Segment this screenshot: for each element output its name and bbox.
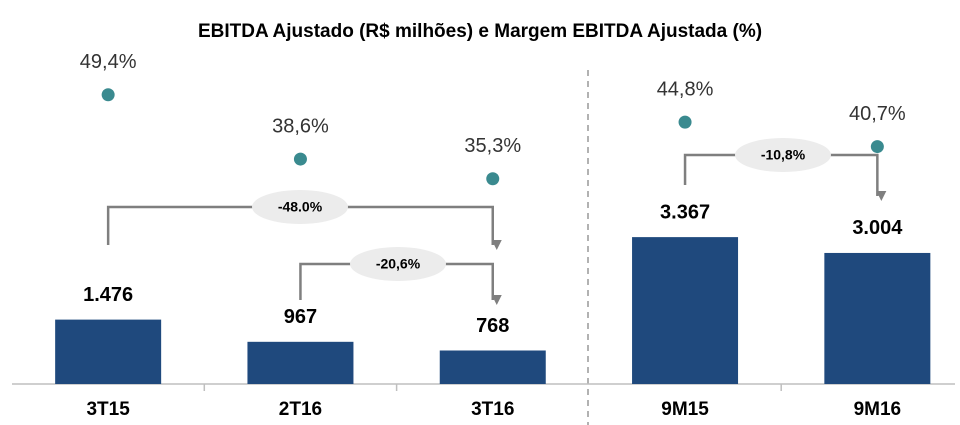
x-tick-label: 9M16 — [854, 399, 902, 420]
annotation-bubble — [735, 138, 831, 172]
bar — [824, 252, 931, 384]
margin-label: 38,6% — [272, 115, 329, 137]
value-label: 768 — [476, 315, 509, 337]
x-tick-label: 9M15 — [661, 399, 709, 420]
value-label: 1.476 — [83, 284, 133, 306]
x-tick-label: 3T15 — [86, 399, 130, 420]
annotation: -20,6% — [376, 256, 421, 272]
bar — [247, 341, 354, 384]
annotation-bubble — [350, 247, 446, 281]
margin-dot — [486, 172, 500, 186]
value-label: 3.004 — [852, 217, 903, 239]
margin-dot — [870, 140, 884, 154]
margin-dot — [101, 88, 115, 102]
x-tick-label: 2T16 — [279, 399, 322, 420]
value-label: 3.367 — [660, 201, 710, 223]
margin-label: 49,4% — [80, 51, 137, 73]
bar — [632, 237, 739, 384]
annotation: -48.0% — [278, 199, 323, 215]
margin-dot — [293, 152, 307, 166]
annotation-bubble — [252, 190, 348, 224]
margin-label: 40,7% — [849, 103, 906, 125]
x-tick-label: 3T16 — [471, 399, 514, 420]
margin-label: 35,3% — [464, 135, 521, 157]
chart-title: EBITDA Ajustado (R$ milhões) e Margem EB… — [198, 21, 762, 42]
annotation: -10,8% — [761, 147, 806, 163]
margin-dot — [678, 115, 692, 129]
margin-label: 44,8% — [657, 78, 714, 100]
bar — [55, 319, 162, 384]
value-label: 967 — [284, 306, 317, 328]
bar — [439, 350, 546, 384]
